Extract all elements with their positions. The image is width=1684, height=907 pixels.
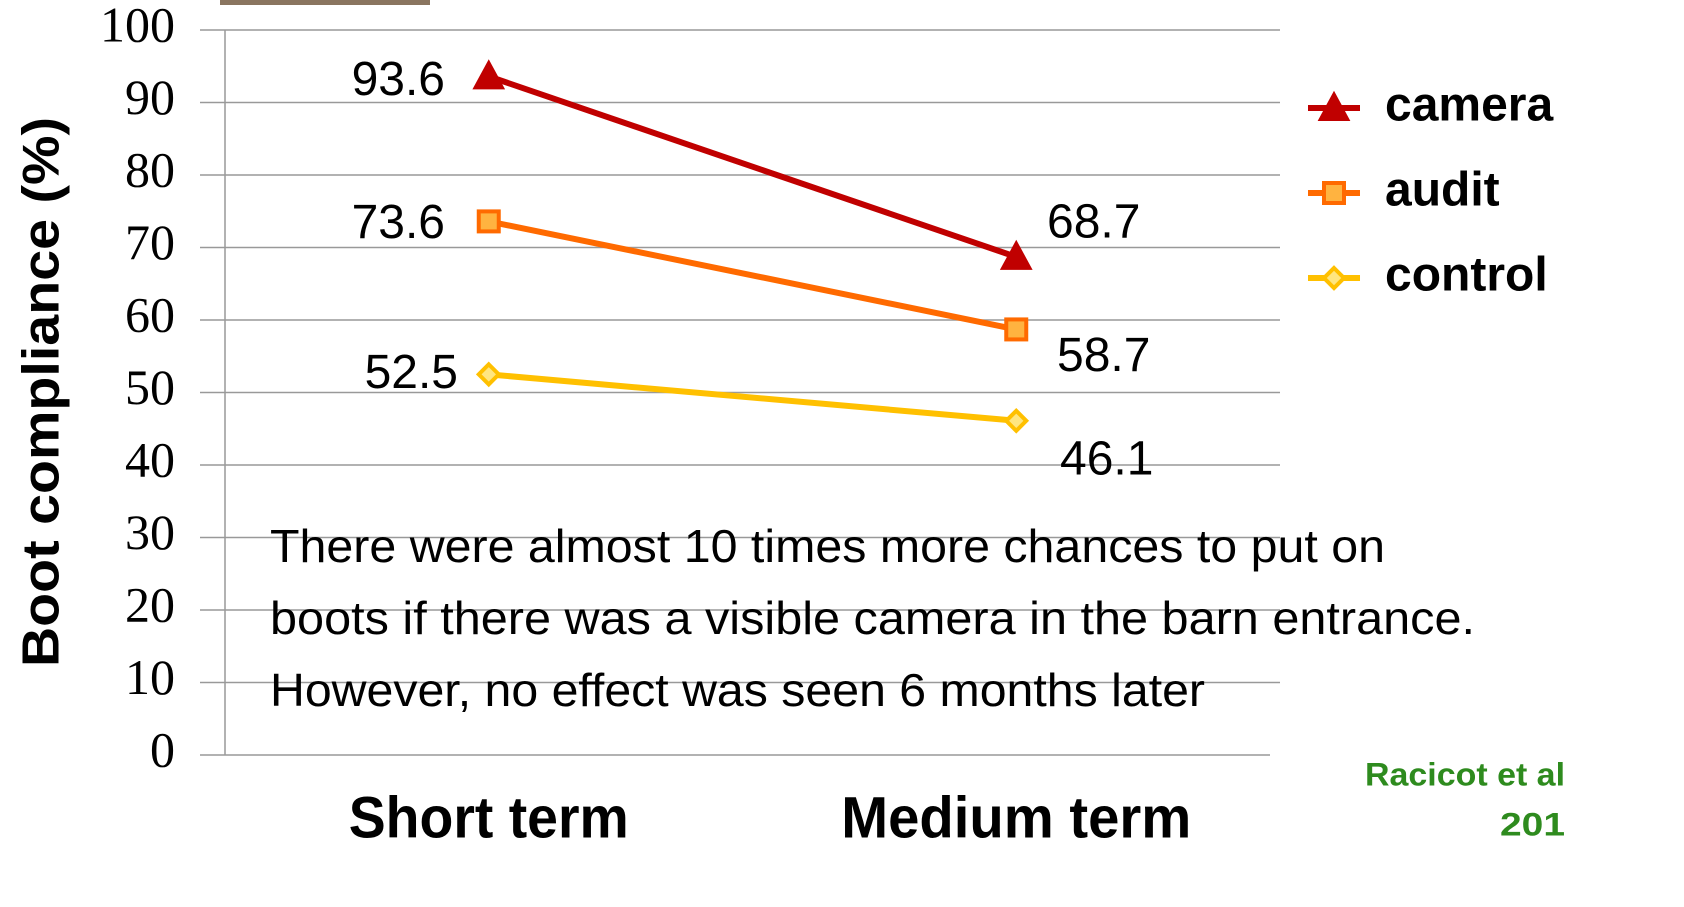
data-label: 46.1	[1060, 432, 1153, 485]
y-tick-label: 100	[100, 0, 175, 52]
legend-label: camera	[1385, 79, 1553, 132]
y-tick-label: 30	[125, 504, 175, 560]
image-strip	[220, 0, 430, 5]
data-label: 93.6	[352, 53, 445, 106]
y-tick-label: 70	[125, 214, 175, 270]
y-tick-label: 10	[125, 649, 175, 705]
data-label: 58.7	[1057, 329, 1150, 382]
data-label: 68.7	[1047, 196, 1140, 249]
annotation: However, no effect was seen 6 months lat…	[270, 664, 1205, 716]
legend-label: audit	[1385, 164, 1500, 217]
annotation: boots if there was a visible camera in t…	[270, 592, 1475, 644]
x-tick-label: Medium term	[841, 785, 1191, 850]
y-tick-label: 50	[125, 359, 175, 415]
legend-label: control	[1385, 249, 1548, 302]
data-point	[479, 364, 499, 384]
annotation: There were almost 10 times more chances …	[270, 520, 1385, 572]
data-point	[1006, 411, 1026, 431]
y-tick-label: 40	[125, 431, 175, 487]
data-point	[1006, 319, 1026, 339]
x-tick-label: Short term	[349, 785, 629, 850]
y-tick-label: 60	[125, 286, 175, 342]
chart: Boot compliance (%) 0 10 20 30 40 50 60 70 80 90 1…	[0, 0, 1684, 907]
data-point	[476, 63, 502, 87]
series-line	[489, 221, 1017, 329]
series-line	[489, 76, 1017, 257]
y-tick-label: 90	[125, 69, 175, 125]
y-tick-label: 0	[150, 721, 175, 777]
y-axis-title: Boot compliance (%)	[13, 117, 71, 667]
series-line	[489, 374, 1017, 420]
legend-marker	[1324, 268, 1344, 288]
source: 201	[1500, 806, 1565, 842]
data-point	[479, 211, 499, 231]
source: Racicot et al	[1365, 756, 1565, 792]
data-label: 73.6	[352, 196, 445, 249]
legend-marker	[1324, 183, 1344, 203]
y-tick-label: 20	[125, 576, 175, 632]
data-label: 52.5	[365, 346, 458, 399]
y-tick-label: 80	[125, 141, 175, 197]
